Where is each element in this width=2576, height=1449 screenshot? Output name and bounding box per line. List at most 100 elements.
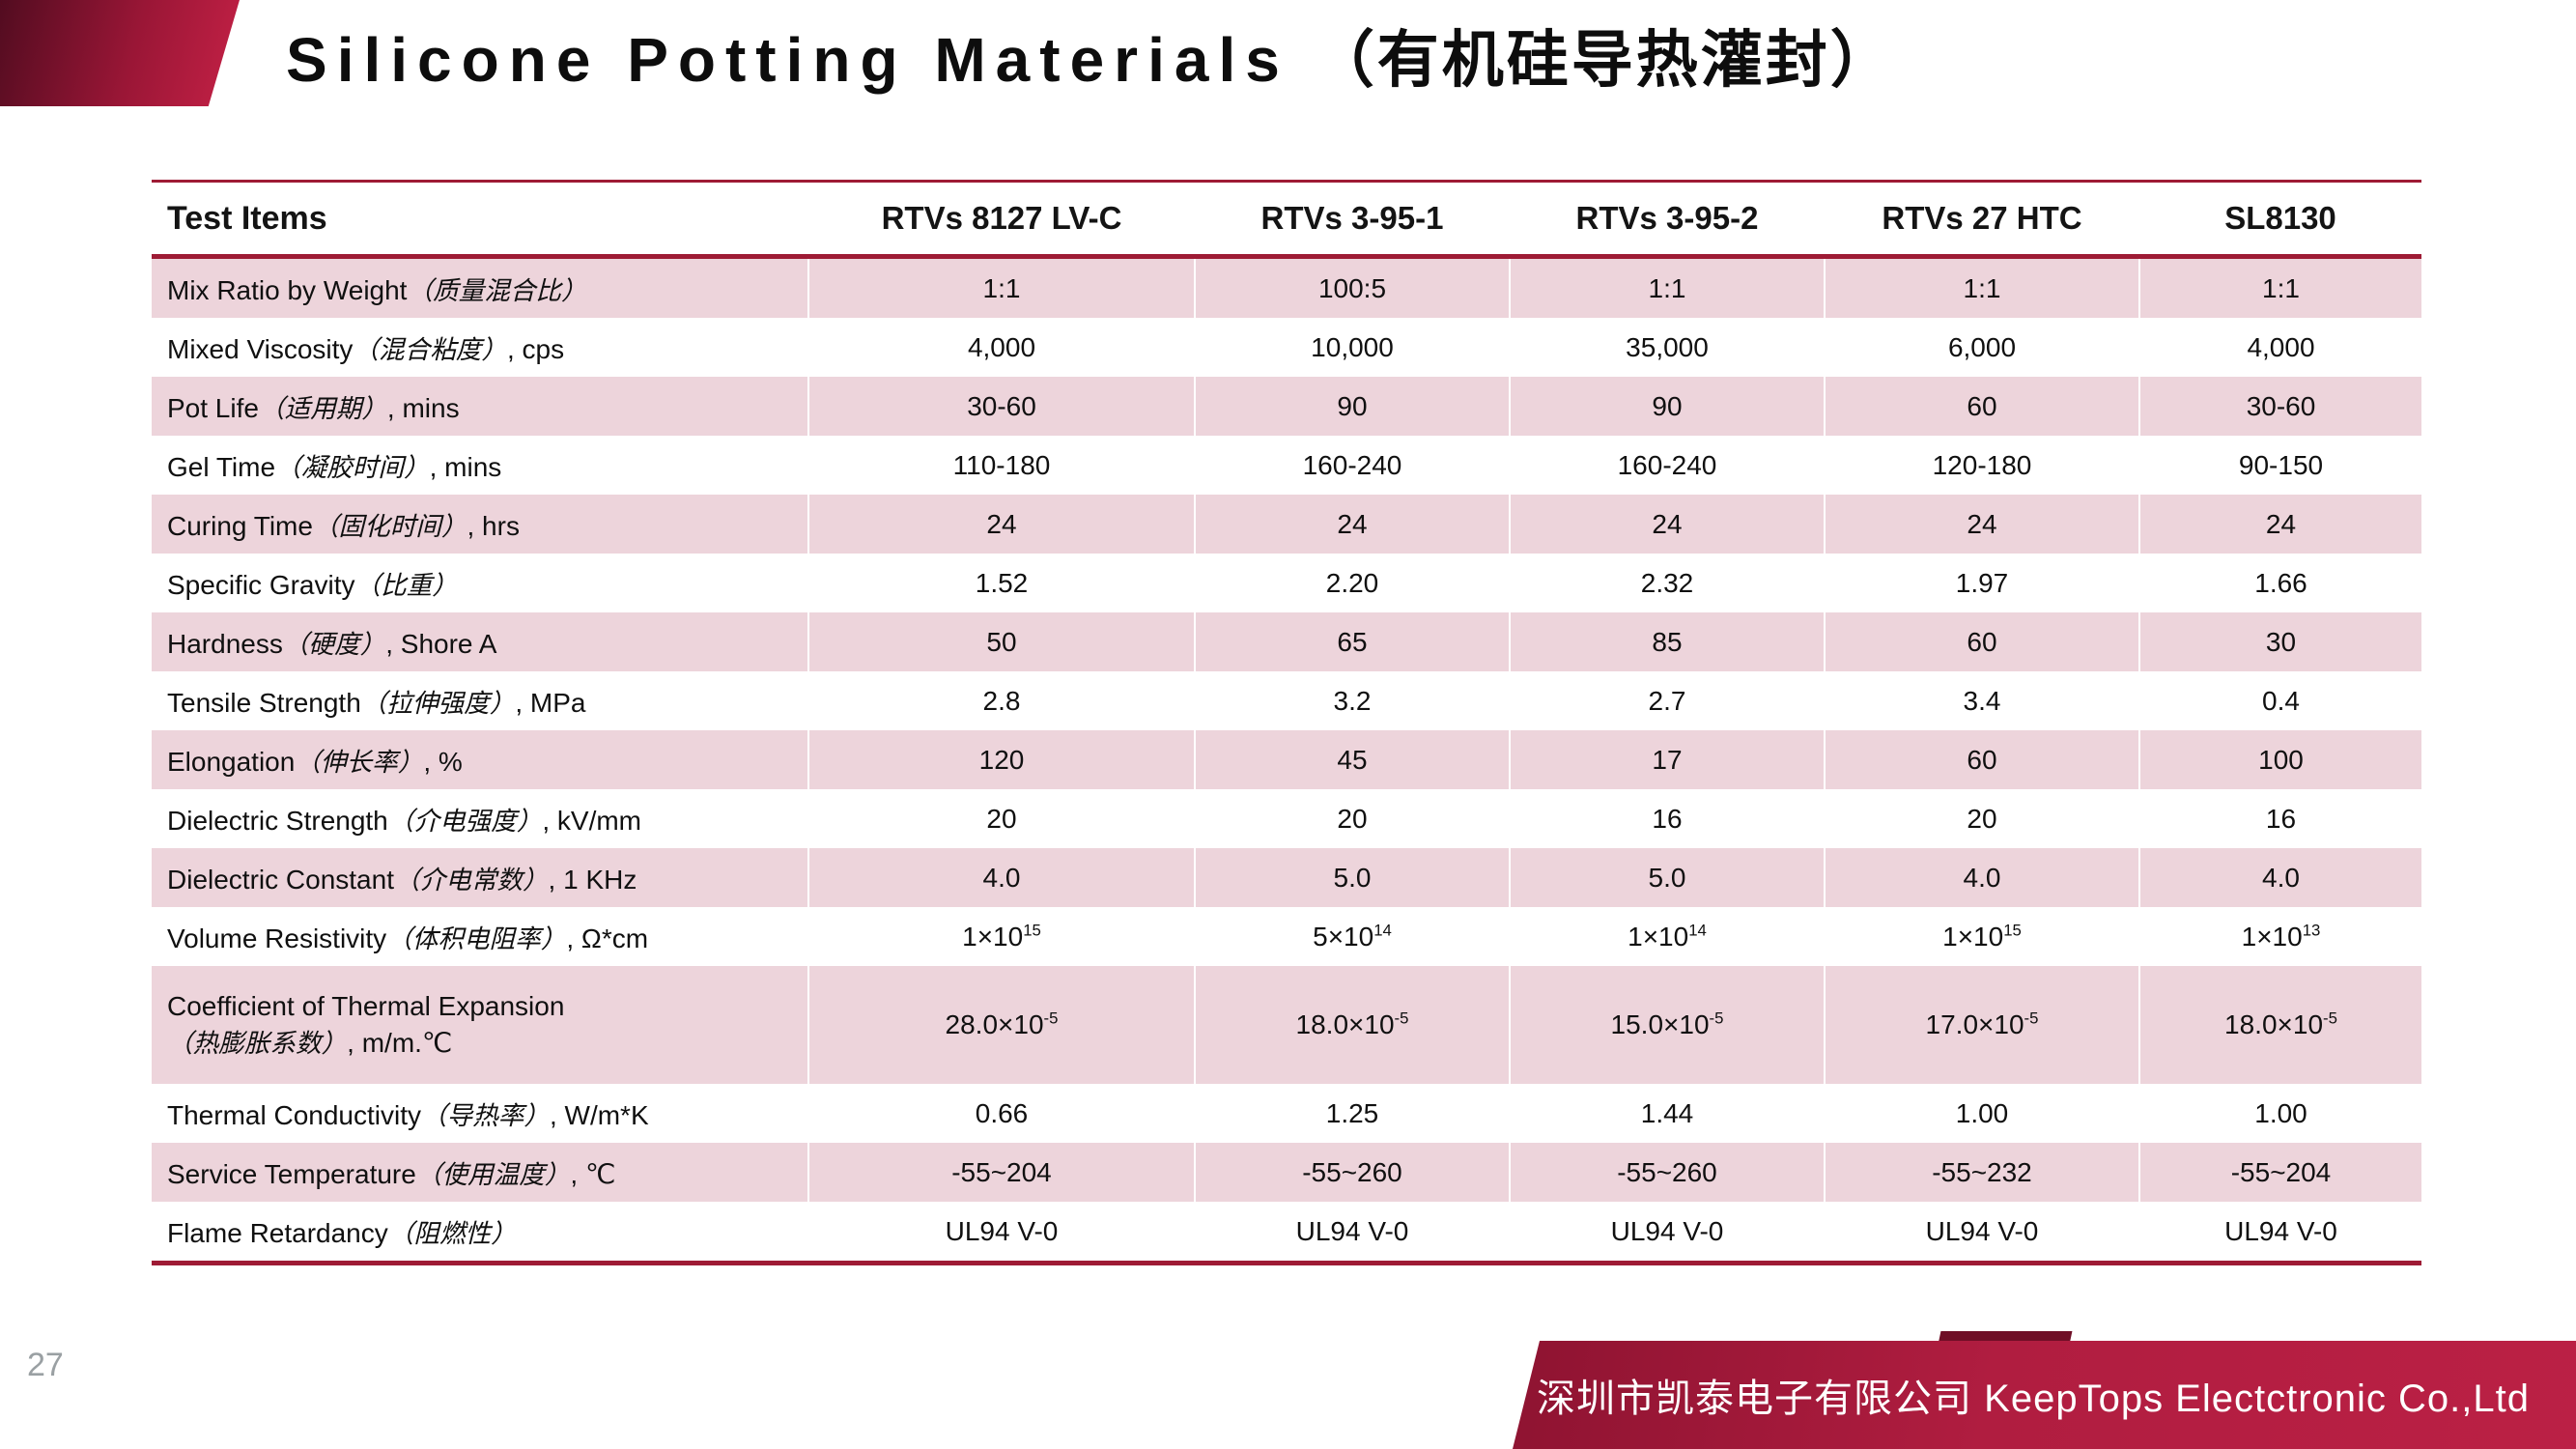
value-cell: 17.0×10-5	[1824, 966, 2139, 1084]
table-row: Coefficient of Thermal Expansion （热膨胀系数）,…	[152, 966, 2421, 1084]
value-cell: 20	[807, 789, 1195, 848]
materials-table: Test Items RTVs 8127 LV-C RTVs 3-95-1 RTVs …	[152, 180, 2421, 1265]
value-cell: 4,000	[2138, 318, 2421, 377]
col-header-product: RTVs 3-95-2	[1510, 181, 1825, 259]
table-row: Service Temperature（使用温度）, ℃ -55~204 -55~2…	[152, 1143, 2421, 1202]
row-label-chinese: （固化时间）	[312, 512, 467, 541]
value-cell: -55~232	[1824, 1143, 2139, 1202]
value-cell: 10,000	[1194, 318, 1510, 377]
row-label-english: Elongation	[167, 747, 296, 777]
value-cell: 100	[2138, 730, 2421, 789]
value-cell: 30-60	[807, 377, 1195, 436]
row-label-cell: Service Temperature（使用温度）, ℃	[152, 1143, 808, 1202]
value-base: 28.0×10	[945, 1009, 1044, 1039]
row-label-english: Service Temperature	[167, 1159, 416, 1189]
table-row: Dielectric Strength（介电强度）, kV/mm 20 20 16 20…	[152, 789, 2421, 848]
value-base: 18.0×10	[2224, 1009, 2324, 1039]
corner-accent-shape	[0, 0, 240, 106]
value-base: 1×10	[1942, 921, 2004, 952]
value-cell: 45	[1194, 730, 1510, 789]
row-label-chinese: （导热率）	[420, 1101, 550, 1130]
value-cell: 1.00	[1824, 1084, 2139, 1143]
row-label-suffix: , Ω*cm	[566, 923, 649, 953]
row-label-suffix: , MPa	[515, 688, 586, 718]
value-exponent: 15	[2003, 921, 2022, 940]
table-row: Flame Retardancy（阻燃性） UL94 V-0 UL94 V-0 UL9…	[152, 1202, 2421, 1264]
value-cell: -55~260	[1194, 1143, 1510, 1202]
value-exponent: -5	[2323, 1009, 2337, 1028]
value-cell: 30-60	[2138, 377, 2421, 436]
value-exponent: 15	[1023, 921, 1041, 940]
row-label-english: Hardness	[167, 629, 283, 659]
value-cell: 90	[1509, 377, 1825, 436]
row-label-chinese: （混合粘度）	[353, 335, 507, 364]
value-exponent: 13	[2302, 921, 2321, 940]
value-cell: 18.0×10-5	[2138, 966, 2421, 1084]
row-label-cell: Coefficient of Thermal Expansion （热膨胀系数）,…	[152, 966, 808, 1084]
row-label-english: Curing Time	[167, 511, 313, 541]
row-label-suffix: , %	[423, 747, 463, 777]
row-label-cell: Dielectric Strength（介电强度）, kV/mm	[152, 789, 808, 848]
row-label-cell: Dielectric Constant（介电常数）, 1 KHz	[152, 848, 808, 907]
value-cell: 4.0	[2138, 848, 2421, 907]
value-cell: 1×1014	[1509, 907, 1825, 966]
value-exponent: 14	[1688, 921, 1707, 940]
row-label-chinese: （介电常数）	[393, 866, 549, 895]
value-cell: 1.52	[807, 554, 1195, 612]
page-number: 27	[27, 1347, 64, 1383]
value-cell: 120	[807, 730, 1195, 789]
row-label-suffix: , Shore A	[385, 629, 497, 659]
value-cell: 24	[1824, 495, 2139, 554]
value-cell: 5×1014	[1194, 907, 1510, 966]
title-english: Silicone Potting Materials	[286, 25, 1289, 95]
row-label-cell: Flame Retardancy（阻燃性）	[152, 1202, 808, 1264]
value-cell: 0.66	[807, 1084, 1195, 1143]
value-base: 18.0×10	[1295, 1009, 1395, 1039]
row-label-second-line: （热膨胀系数）, m/m.℃	[167, 1025, 807, 1062]
row-label-chinese: （凝胶时间）	[275, 453, 430, 482]
value-cell: 1:1	[1824, 256, 2139, 318]
row-label-chinese: （适用期）	[258, 394, 387, 423]
value-cell: -55~204	[2138, 1143, 2421, 1202]
col-header-test-items: Test Items	[152, 181, 808, 259]
footer-banner: 深圳市凯泰电子有限公司 KeepTops Electctronic Co.,Lt…	[1513, 1341, 2576, 1449]
value-cell: 1×1015	[1824, 907, 2139, 966]
value-cell: 60	[1824, 730, 2139, 789]
table-row: Thermal Conductivity（导热率）, W/m*K 0.66 1.25…	[152, 1084, 2421, 1143]
value-cell: 1×1013	[2138, 907, 2421, 966]
row-label-cell: Elongation（伸长率）, %	[152, 730, 808, 789]
row-label-cell: Mix Ratio by Weight（质量混合比）	[152, 257, 808, 319]
row-label-suffix: , ℃	[570, 1159, 616, 1189]
row-label-chinese: （介电强度）	[387, 807, 543, 836]
row-label-english: Mix Ratio by Weight	[167, 275, 408, 305]
value-exponent: -5	[1709, 1009, 1724, 1028]
row-label-chinese: （伸长率）	[295, 748, 424, 777]
table-row: Pot Life（适用期）, mins 30-60 90 90 60 30-60	[152, 377, 2421, 436]
row-label-suffix: , kV/mm	[542, 806, 641, 836]
value-cell: 17	[1509, 730, 1825, 789]
value-cell: 1×1015	[807, 907, 1195, 966]
value-cell: 1:1	[2138, 256, 2421, 318]
row-label-english: Thermal Conductivity	[167, 1100, 421, 1130]
value-cell: UL94 V-0	[1509, 1202, 1825, 1264]
value-cell: 60	[1824, 377, 2139, 436]
row-label-suffix: , 1 KHz	[548, 865, 637, 895]
value-cell: 28.0×10-5	[807, 966, 1195, 1084]
value-base: 17.0×10	[1925, 1009, 2024, 1039]
value-cell: 24	[807, 495, 1195, 554]
table-row: Hardness（硬度）, Shore A 50 65 85 60 30	[152, 612, 2421, 671]
value-cell: 60	[1824, 612, 2139, 671]
table-row: Curing Time（固化时间）, hrs 24 24 24 24 24	[152, 495, 2421, 554]
value-exponent: -5	[1394, 1009, 1409, 1028]
row-label-english: Mixed Viscosity	[167, 334, 354, 364]
row-label-chinese: （拉伸强度）	[360, 689, 516, 718]
table-header-row: Test Items RTVs 8127 LV-C RTVs 3-95-1 RTVs …	[152, 181, 2421, 259]
value-cell: 4.0	[807, 848, 1195, 907]
row-label-english: Coefficient of Thermal Expansion	[167, 991, 565, 1022]
row-label-chinese: （体积电阻率）	[386, 924, 567, 953]
value-cell: 120-180	[1824, 436, 2139, 495]
row-label-chinese: （质量混合比）	[407, 276, 587, 305]
value-cell: -55~260	[1509, 1143, 1825, 1202]
value-cell: 50	[807, 612, 1195, 671]
value-cell: 3.4	[1824, 671, 2139, 730]
